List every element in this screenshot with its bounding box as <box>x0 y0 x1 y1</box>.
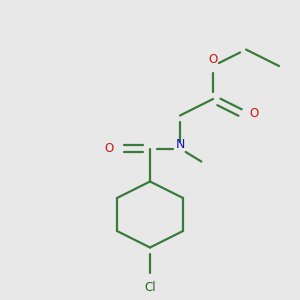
Text: O: O <box>249 106 258 120</box>
Text: O: O <box>208 53 217 66</box>
Text: Cl: Cl <box>144 280 156 294</box>
Text: O: O <box>104 142 113 155</box>
Text: N: N <box>175 137 185 151</box>
